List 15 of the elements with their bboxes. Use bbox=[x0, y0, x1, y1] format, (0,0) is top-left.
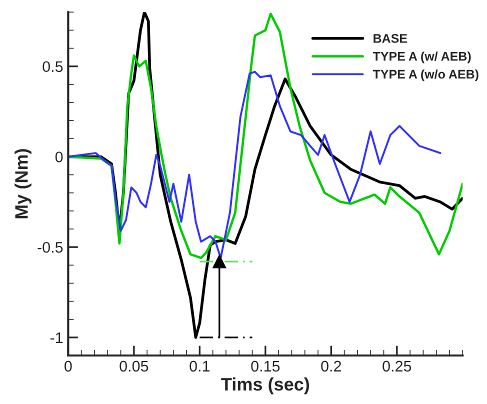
y-tick-label: 0 bbox=[55, 152, 63, 162]
x-axis-title: Tims (sec) bbox=[221, 377, 310, 394]
x-tick-label: 0 bbox=[64, 360, 72, 372]
x-tick-label: 0.15 bbox=[251, 360, 280, 372]
x-tick-label: 0.1 bbox=[190, 360, 210, 372]
legend-label: TYPE A (w/ AEB) bbox=[372, 52, 471, 64]
y-tick-label: -0.5 bbox=[38, 242, 63, 253]
y-axis-title: My (Nm) bbox=[14, 149, 32, 218]
x-tick-label: 0.25 bbox=[382, 360, 412, 372]
legend-label: BASE bbox=[374, 34, 408, 43]
x-tick-label: 0.2 bbox=[321, 360, 342, 372]
x-tick-label: 0.05 bbox=[120, 360, 148, 372]
y-tick-label: -1 bbox=[50, 332, 63, 343]
legend-label: TYPE A (w/o AEB) bbox=[372, 69, 478, 82]
y-tick-label: 0.5 bbox=[42, 61, 63, 72]
